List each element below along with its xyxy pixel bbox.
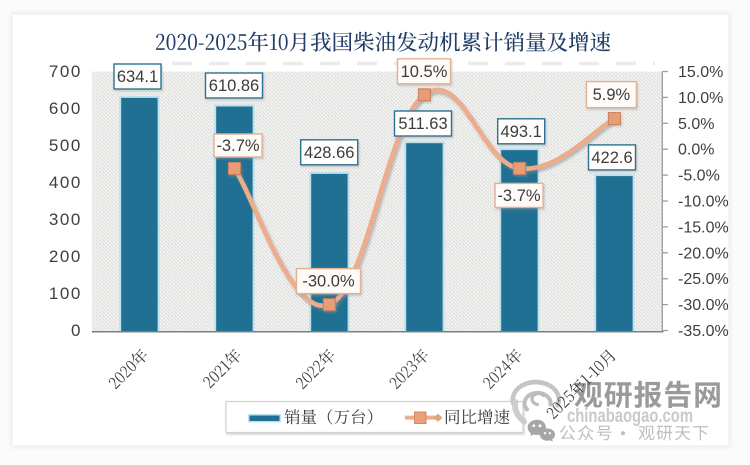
svg-text:5.9%: 5.9% <box>593 86 631 104</box>
svg-text:0.0%: 0.0% <box>678 142 714 159</box>
svg-text:5.0%: 5.0% <box>678 116 714 133</box>
svg-text:-35.0%: -35.0% <box>678 323 729 340</box>
svg-text:15.0%: 15.0% <box>678 64 723 81</box>
svg-text:chinabaogao.com: chinabaogao.com <box>567 405 693 427</box>
svg-text:-30.0%: -30.0% <box>302 273 355 291</box>
svg-text:500: 500 <box>49 136 82 155</box>
svg-text:10.0%: 10.0% <box>678 90 723 107</box>
svg-text:610.86: 610.86 <box>209 77 259 95</box>
svg-text:-15.0%: -15.0% <box>678 219 729 236</box>
svg-text:600: 600 <box>49 99 82 118</box>
svg-text:428.66: 428.66 <box>304 144 354 162</box>
svg-text:-30.0%: -30.0% <box>678 297 729 314</box>
svg-text:10.5%: 10.5% <box>401 63 448 81</box>
svg-text:-5.0%: -5.0% <box>678 168 720 185</box>
svg-text:-3.7%: -3.7% <box>216 137 259 155</box>
svg-text:422.6: 422.6 <box>591 149 632 167</box>
svg-text:-3.7%: -3.7% <box>497 187 540 205</box>
svg-text:0: 0 <box>71 321 82 340</box>
svg-text:-10.0%: -10.0% <box>678 194 729 211</box>
svg-text:700: 700 <box>49 62 82 81</box>
svg-text:634.1: 634.1 <box>117 68 158 86</box>
svg-text:511.63: 511.63 <box>398 115 447 133</box>
svg-text:493.1: 493.1 <box>501 123 542 141</box>
svg-text:-20.0%: -20.0% <box>678 245 729 262</box>
svg-text:400: 400 <box>49 173 82 192</box>
svg-text:300: 300 <box>49 210 82 229</box>
svg-text:100: 100 <box>49 284 82 303</box>
svg-text:-25.0%: -25.0% <box>678 271 729 288</box>
svg-text:200: 200 <box>49 247 82 266</box>
